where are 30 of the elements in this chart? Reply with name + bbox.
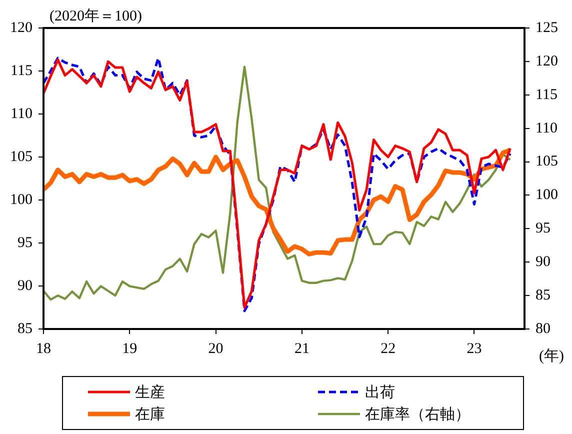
y-tick-label: 110 xyxy=(10,106,32,122)
y2-tick-label: 115 xyxy=(536,86,558,103)
x-axis-title: (年) xyxy=(539,347,564,364)
x-tick-label: 22 xyxy=(380,340,396,357)
y-tick-label: 115 xyxy=(10,62,32,79)
y-tick-label: 85 xyxy=(18,320,32,337)
y2-tick-label: 110 xyxy=(536,120,558,136)
y-tick-label: 120 xyxy=(10,20,32,36)
legend-label: 生産 xyxy=(135,383,165,402)
legend-label: 在庫率（右軸） xyxy=(365,405,470,424)
x-tick-label: 18 xyxy=(36,340,51,357)
legend-label: 在庫 xyxy=(135,405,165,424)
x-tick-label: 21 xyxy=(294,340,310,357)
y-tick-label: 105 xyxy=(10,148,32,165)
x-tick-label: 23 xyxy=(466,340,482,357)
x-tick-label: 19 xyxy=(122,340,138,357)
y2-tick-label: 120 xyxy=(536,53,558,70)
y-tick-label: 95 xyxy=(18,234,32,251)
y2-tick-label: 125 xyxy=(536,20,558,36)
y2-tick-label: 90 xyxy=(536,254,550,270)
y2-tick-label: 85 xyxy=(536,287,550,304)
y-tick-label: 100 xyxy=(10,192,32,208)
legend-label: 出荷 xyxy=(365,384,395,402)
y2-tick-label: 105 xyxy=(536,154,558,170)
y2-tick-label: 100 xyxy=(536,187,558,204)
x-tick-label: 20 xyxy=(208,340,224,357)
y2-tick-label: 95 xyxy=(536,220,550,237)
y2-tick-label: 80 xyxy=(536,320,550,337)
y-axis-title: (2020年＝100) xyxy=(50,7,142,24)
y-tick-label: 90 xyxy=(18,278,32,294)
